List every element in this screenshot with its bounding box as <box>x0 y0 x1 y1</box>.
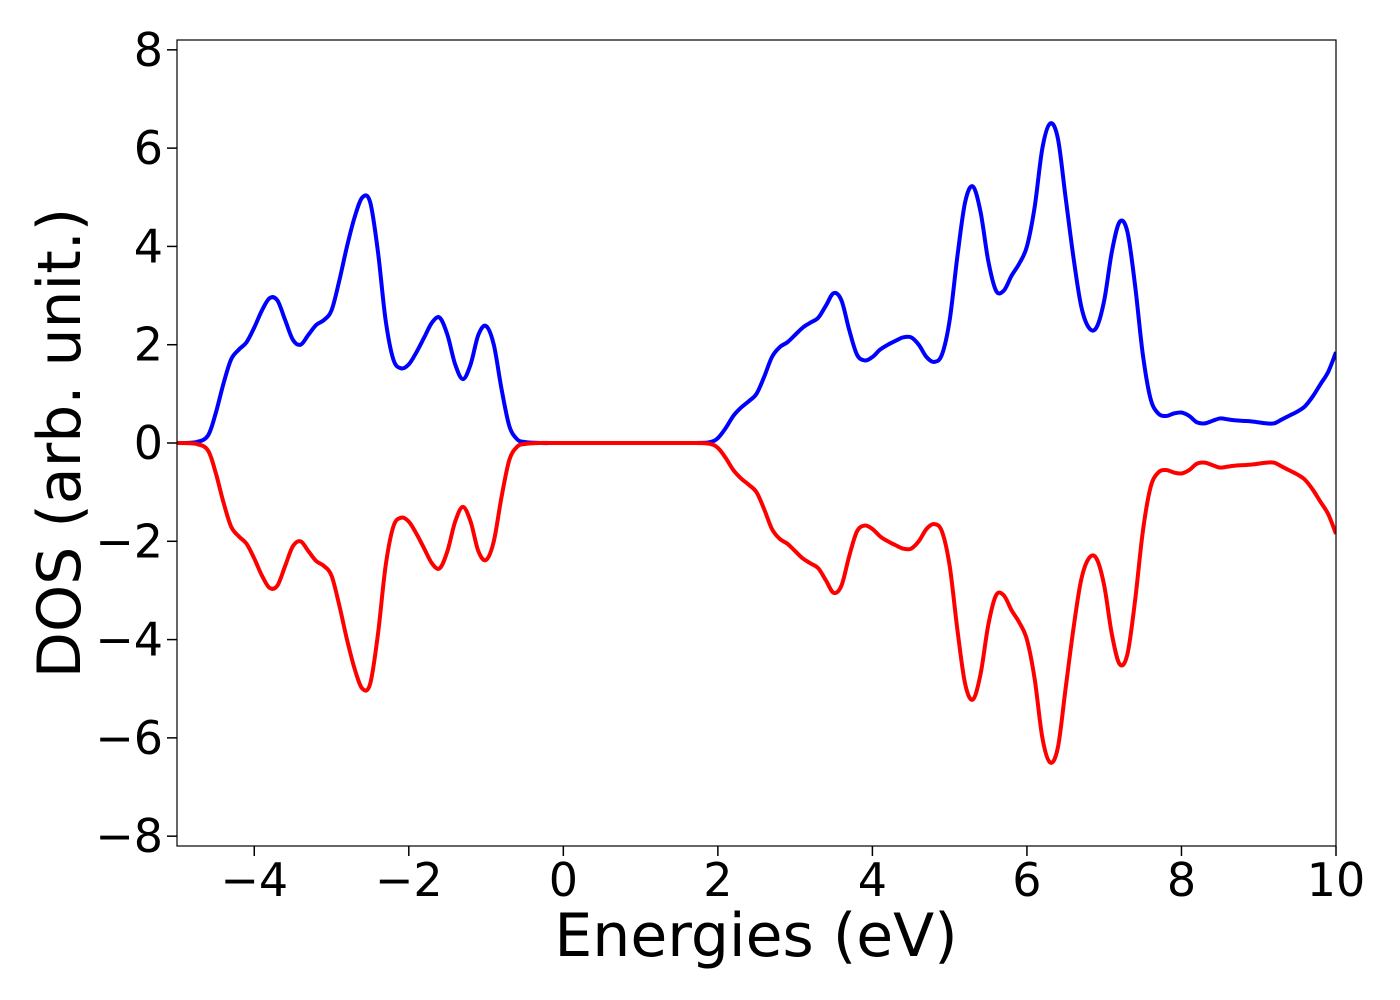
y-tick-label: −8 <box>95 809 163 863</box>
y-tick-label: 6 <box>134 121 163 175</box>
x-tick-label: 2 <box>703 853 732 907</box>
y-tick-label: 2 <box>134 318 163 372</box>
y-axis: −8 −6 −4 −2 0 2 4 6 8 <box>95 23 177 863</box>
y-tick-label: 0 <box>134 416 163 470</box>
x-tick-label: 0 <box>549 853 578 907</box>
plot-frame <box>176 39 1337 847</box>
x-tick-label: −4 <box>220 853 288 907</box>
y-tick-label: 4 <box>134 219 163 273</box>
x-tick-label: 8 <box>1167 853 1196 907</box>
y-tick-label: 8 <box>134 23 163 77</box>
x-tick-label: 10 <box>1307 853 1366 907</box>
x-tick-label: 6 <box>1012 853 1041 907</box>
y-tick-label: −6 <box>95 711 163 765</box>
x-axis-title: Energies (eV) <box>554 901 957 971</box>
x-tick-label: −2 <box>375 853 443 907</box>
y-tick-label: −4 <box>95 613 163 667</box>
series-line-2 <box>177 440 1336 765</box>
series-line-1 <box>177 121 1336 446</box>
x-axis: −4 −2 0 2 4 6 8 10 <box>220 846 1365 907</box>
y-tick-label: −2 <box>95 514 163 568</box>
x-tick-label: 4 <box>858 853 887 907</box>
y-axis-title: DOS (arb. unit.) <box>25 208 95 678</box>
series-layer <box>177 121 1336 765</box>
